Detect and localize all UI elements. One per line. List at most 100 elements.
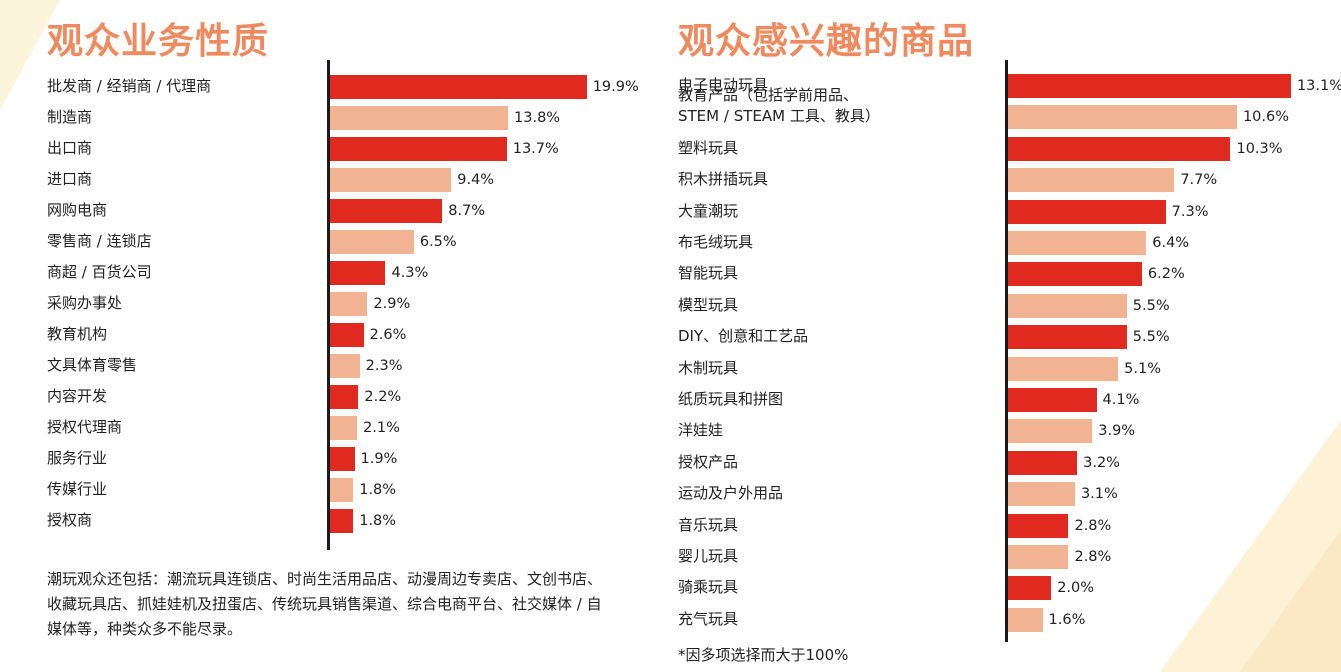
y-axis-line	[1005, 60, 1008, 642]
value-label: 2.3%	[365, 358, 403, 374]
category-label: 大童潮玩	[678, 201, 739, 220]
category-label: 文具体育零售	[47, 356, 138, 374]
category-label: 电子电动玩具	[678, 76, 769, 94]
bar	[1008, 105, 1237, 130]
bar	[330, 478, 354, 502]
category-label: 婴儿玩具	[678, 547, 739, 565]
category-label: 充气玩具	[678, 609, 739, 628]
bar	[330, 416, 358, 440]
value-label: 5.5%	[1132, 297, 1170, 314]
value-label: 10.3%	[1236, 140, 1283, 157]
interested-products-chart: 观众感兴趣的商品 电子电动玩具 13.1% 教育产品（包括学前用品、 STEM / …	[660, 0, 1341, 672]
value-label: 1.9%	[360, 451, 398, 467]
category-label: 制造商	[47, 108, 93, 126]
value-label: 1.6%	[1048, 611, 1086, 628]
bar	[1008, 419, 1093, 444]
value-label: 1.8%	[359, 513, 397, 529]
value-label: 8.7%	[448, 203, 486, 219]
value-label: 2.8%	[1074, 549, 1112, 565]
bar	[1008, 231, 1147, 255]
value-label: 3.2%	[1083, 454, 1120, 471]
bar	[330, 199, 443, 223]
value-label: 4.3%	[391, 265, 429, 281]
chart-title: 观众业务性质	[47, 21, 270, 62]
footnote: *因多项选择而大于100%	[678, 646, 849, 664]
category-label: 音乐玩具	[678, 515, 739, 534]
category-label: 授权代理商	[47, 418, 123, 436]
category-label: 授权产品	[678, 452, 739, 471]
bar	[330, 168, 452, 192]
category-label: 木制玩具	[678, 358, 739, 377]
bar	[330, 261, 386, 285]
value-label: 19.9%	[592, 79, 639, 95]
y-axis-line	[327, 60, 330, 550]
category-label: DIY、创意和工艺品	[678, 327, 809, 346]
bar	[1008, 545, 1069, 569]
value-label: 4.1%	[1102, 392, 1140, 408]
category-label: 塑料玩具	[678, 138, 739, 157]
value-label: 2.0%	[1057, 580, 1095, 597]
footnote: 潮玩观众还包括：潮流玩具连锁店、时尚生活用品店、动漫周边专卖店、文创书店、收藏玩…	[47, 570, 603, 638]
category-label: 商超 / 百货公司	[47, 263, 152, 281]
bar	[330, 385, 359, 409]
value-label: 13.1%	[1296, 78, 1341, 94]
bar	[330, 106, 509, 130]
value-label: 6.5%	[419, 234, 457, 250]
bar	[1008, 293, 1127, 318]
category-label: 教育机构	[47, 325, 108, 343]
category-label: 模型玩具	[678, 295, 739, 314]
bar	[330, 323, 364, 347]
category-label: 布毛绒玩具	[678, 233, 754, 251]
corner-shape-top-left	[0, 0, 60, 110]
category-label: 批发商 / 经销商 / 代理商	[47, 77, 212, 95]
category-label: 采购办事处	[47, 294, 123, 312]
bar	[1008, 388, 1097, 412]
value-label: 13.8%	[514, 110, 561, 126]
bar	[1008, 356, 1119, 381]
bar	[1008, 199, 1166, 224]
value-label: 6.2%	[1147, 266, 1185, 283]
category-label: 出口商	[47, 139, 93, 157]
bar	[330, 509, 354, 533]
bar	[1008, 576, 1052, 601]
bar	[330, 292, 368, 316]
category-label: 骑乘玩具	[678, 578, 739, 597]
category-label: 服务行业	[47, 449, 108, 467]
bar	[1008, 482, 1075, 507]
bar	[1008, 74, 1291, 98]
category-label: 零售商 / 连锁店	[47, 232, 152, 250]
value-label: 2.2%	[364, 389, 402, 405]
value-label: 10.6%	[1242, 109, 1290, 126]
value-label: 9.4%	[457, 172, 495, 188]
chart-title: 观众感兴趣的商品	[678, 21, 975, 62]
value-label: 7.3%	[1171, 203, 1209, 220]
value-label: 2.8%	[1074, 517, 1112, 534]
bar	[1008, 450, 1078, 475]
bar	[330, 75, 587, 99]
category-label: 洋娃娃	[678, 421, 724, 440]
bar	[330, 137, 507, 161]
value-label: 2.1%	[363, 420, 400, 436]
category-label: 网购电商	[47, 201, 108, 219]
bar	[1008, 325, 1127, 350]
value-label: 13.7%	[512, 141, 559, 157]
bar	[330, 447, 355, 471]
category-label: 进口商	[47, 170, 93, 188]
value-label: 7.7%	[1180, 172, 1218, 189]
bar	[1008, 168, 1175, 193]
business-nature-chart: 观众业务性质 批发商 / 经销商 / 代理商 19.9% 制造商 13.8% 出口商 13…	[0, 0, 660, 672]
value-label: 2.6%	[369, 327, 407, 343]
category-label: 纸质玩具和拼图	[678, 390, 784, 408]
category-label: 运动及户外用品	[678, 484, 784, 503]
value-label: 1.8%	[359, 482, 397, 498]
value-label: 2.9%	[373, 296, 411, 312]
category-label: 教育产品（包括学前用品、 STEM / STEAM 工具、教具）	[678, 86, 880, 126]
bar	[1008, 262, 1142, 287]
category-label: 传媒行业	[47, 480, 108, 498]
value-label: 6.4%	[1152, 235, 1190, 251]
bar	[330, 354, 360, 378]
category-label: 内容开发	[47, 387, 108, 405]
category-label: 积木拼插玩具	[678, 170, 769, 189]
category-label: 授权商	[47, 511, 93, 529]
category-label: 智能玩具	[678, 264, 739, 283]
